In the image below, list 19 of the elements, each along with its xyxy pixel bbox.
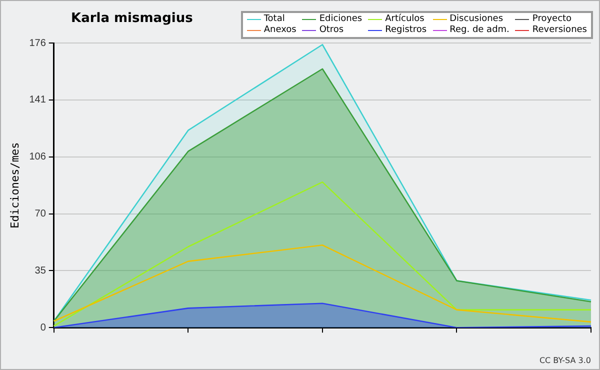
legend-label: Proyecto	[531, 14, 573, 25]
y-axis-title: Ediciones/mes	[8, 142, 22, 228]
legend-label: Discusiones	[448, 14, 504, 25]
legend-label: Otros	[318, 25, 345, 36]
y-tick-label: 0	[40, 322, 46, 334]
legend-label: Anexos	[262, 25, 296, 36]
legend-label: Registros	[384, 25, 427, 36]
y-tick-label: 106	[29, 152, 46, 163]
chart-title: Karla mismagius	[71, 11, 193, 26]
legend-label: Artículos	[384, 14, 426, 25]
legend-label: Reversiones	[531, 25, 587, 36]
legend-label: Reg. de adm.	[448, 25, 510, 36]
y-tick-label: 70	[34, 208, 46, 220]
legend-label: Ediciones	[318, 14, 362, 25]
y-tick-label: 141	[29, 94, 46, 106]
text: CC BY-SA 3.0	[539, 356, 591, 366]
y-tick-label: 35	[34, 265, 46, 276]
y-tick-label: 176	[29, 38, 46, 49]
legend-label: Total	[262, 14, 286, 25]
